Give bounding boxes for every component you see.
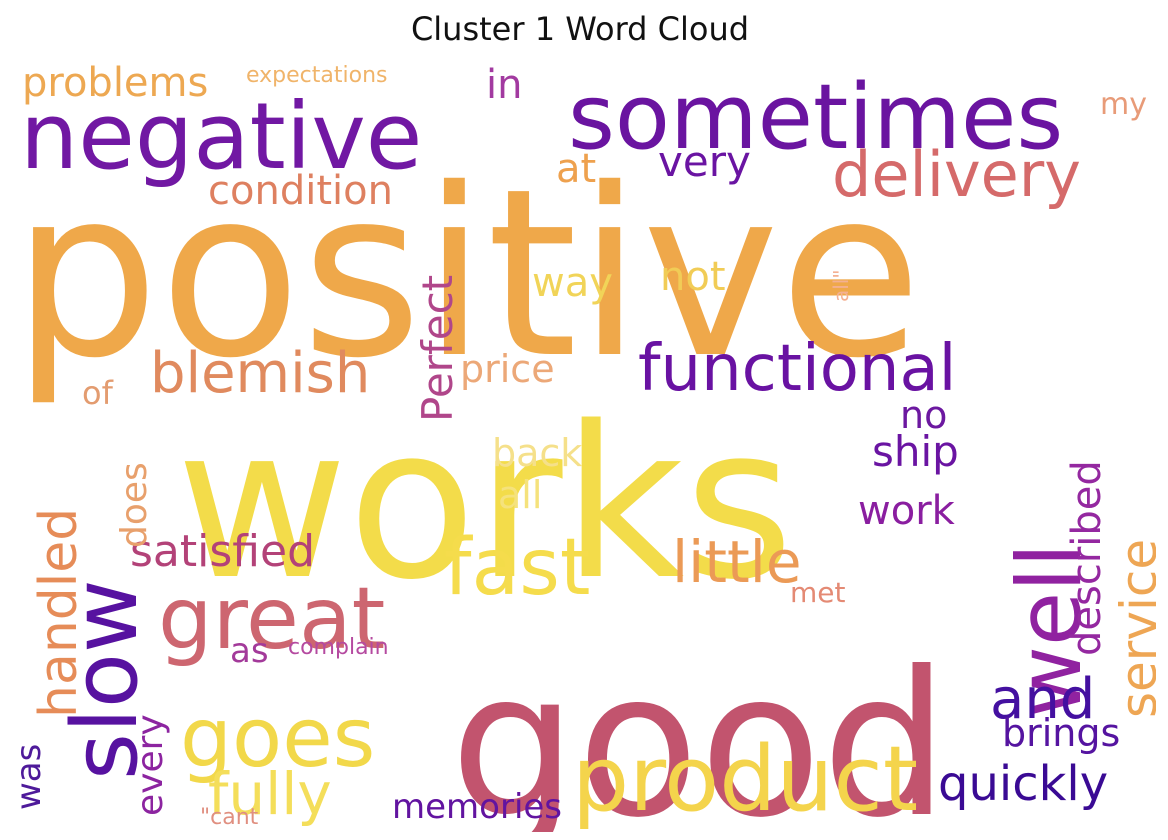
word-well: well <box>998 543 1101 718</box>
word-memories: memories <box>392 787 562 827</box>
word-every: every <box>130 714 171 816</box>
word-quickly: quickly <box>938 756 1108 812</box>
word-positive: positive <box>12 139 922 409</box>
word-brings: brings <box>1002 711 1120 755</box>
word-satisfied: satisfied <box>130 526 315 577</box>
word-and: and <box>990 667 1095 732</box>
word-fully: fully <box>208 760 332 828</box>
word-work: work <box>858 488 956 534</box>
word-perfect: Perfect <box>413 275 462 422</box>
word-cant: "cant <box>200 805 259 830</box>
word-slow: slow <box>53 579 158 780</box>
word-fast: fast <box>444 523 590 613</box>
chart-title: Cluster 1 Word Cloud <box>410 10 750 48</box>
word-sometimes: sometimes <box>568 65 1063 170</box>
word-met: met <box>790 576 846 609</box>
word-all: all" <box>829 269 853 302</box>
word-negative: negative <box>20 83 422 190</box>
word-as: as <box>230 631 269 671</box>
word-functional: functional <box>638 332 956 406</box>
word-all: all <box>498 473 542 517</box>
word-of: of <box>82 374 114 412</box>
word-my: my <box>1100 87 1147 122</box>
word-no: no <box>900 393 947 437</box>
word-at: at <box>556 146 596 192</box>
word-ship: ship <box>872 427 959 476</box>
word-delivery: delivery <box>832 138 1081 211</box>
word-described: described <box>1064 460 1110 656</box>
word-service: service <box>1110 539 1156 718</box>
word-little: little <box>672 528 802 596</box>
word-product: product <box>572 727 918 832</box>
word-condition: condition <box>208 168 393 214</box>
word-handled: handled <box>29 508 89 718</box>
word-good: good <box>450 629 949 832</box>
word-does: does <box>114 462 155 548</box>
word-complain: complain <box>288 635 389 660</box>
word-price: price <box>460 347 555 391</box>
word-in: in <box>486 62 522 108</box>
word-great: great <box>158 569 385 669</box>
word-works: works <box>176 381 794 626</box>
word-very: very <box>658 137 751 186</box>
word-way: way <box>532 260 613 306</box>
word-not: not <box>660 254 726 300</box>
word-problems: problems <box>22 60 208 106</box>
word-back: back <box>492 431 582 475</box>
word-blemish: blemish <box>150 341 370 406</box>
word-was: was <box>12 744 49 810</box>
word-goes: goes <box>180 691 375 786</box>
word-expectations: expectations <box>246 63 387 88</box>
